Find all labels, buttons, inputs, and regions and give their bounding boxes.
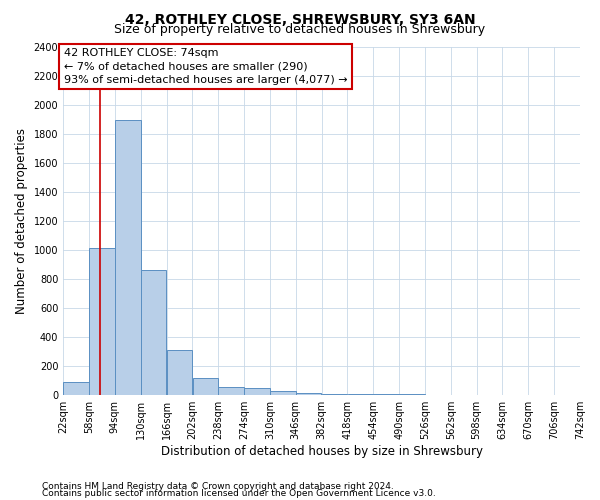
Text: Contains public sector information licensed under the Open Government Licence v3: Contains public sector information licen…: [42, 490, 436, 498]
X-axis label: Distribution of detached houses by size in Shrewsbury: Distribution of detached houses by size …: [161, 444, 482, 458]
Bar: [296, 392, 322, 394]
Bar: [89, 248, 115, 394]
Bar: [270, 391, 296, 394]
Bar: [167, 350, 192, 395]
Text: Contains HM Land Registry data © Crown copyright and database right 2024.: Contains HM Land Registry data © Crown c…: [42, 482, 394, 491]
Bar: [218, 386, 244, 394]
Bar: [193, 378, 218, 394]
Bar: [244, 388, 270, 394]
Bar: [64, 382, 89, 394]
Y-axis label: Number of detached properties: Number of detached properties: [15, 128, 28, 314]
Bar: [115, 120, 140, 394]
Text: Size of property relative to detached houses in Shrewsbury: Size of property relative to detached ho…: [115, 22, 485, 36]
Text: 42 ROTHLEY CLOSE: 74sqm
← 7% of detached houses are smaller (290)
93% of semi-de: 42 ROTHLEY CLOSE: 74sqm ← 7% of detached…: [64, 48, 347, 84]
Text: 42, ROTHLEY CLOSE, SHREWSBURY, SY3 6AN: 42, ROTHLEY CLOSE, SHREWSBURY, SY3 6AN: [125, 12, 475, 26]
Bar: [141, 270, 166, 394]
